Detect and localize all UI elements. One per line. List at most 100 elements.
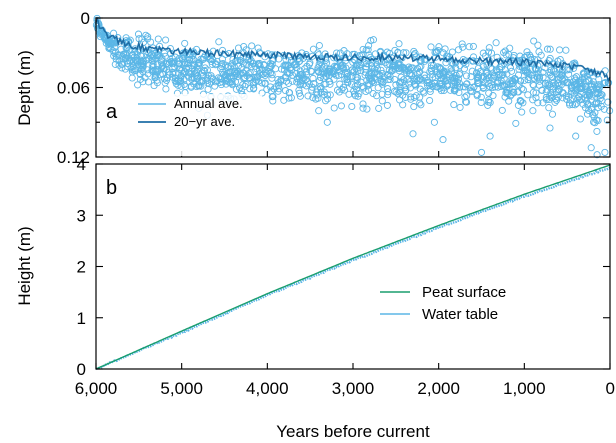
- annual-point: [532, 94, 540, 102]
- annual-point: [248, 42, 256, 50]
- annual-point: [546, 45, 554, 53]
- annual-point: [500, 82, 508, 90]
- annual-point: [178, 54, 186, 62]
- annual-point: [136, 70, 144, 79]
- annual-point: [486, 132, 494, 140]
- annual-point: [504, 90, 512, 98]
- annual-point: [416, 68, 424, 76]
- annual-point: [225, 68, 233, 76]
- annual-point: [144, 78, 153, 86]
- annual-point: [358, 82, 366, 90]
- annual-point: [412, 92, 420, 100]
- annual-point: [148, 67, 156, 75]
- annual-point: [546, 92, 554, 100]
- annual-point: [432, 49, 440, 57]
- annual-point: [501, 47, 509, 55]
- annual-point: [595, 83, 604, 91]
- annual-point: [175, 75, 183, 83]
- annual-point: [558, 75, 566, 83]
- annual-point: [576, 115, 584, 123]
- annual-point: [156, 71, 164, 79]
- annual-point: [330, 104, 338, 112]
- annual-point: [118, 60, 126, 68]
- annual-point: [459, 43, 467, 51]
- annual-point: [357, 78, 365, 86]
- annual-point: [601, 78, 609, 87]
- annual-point: [314, 94, 322, 102]
- annual-point: [593, 127, 601, 135]
- annual-point: [156, 42, 164, 50]
- annual-point: [359, 100, 367, 108]
- annual-point: [578, 84, 586, 92]
- annual-point: [448, 48, 456, 56]
- annual-point: [162, 76, 171, 84]
- annual-point: [395, 40, 403, 48]
- annual-point: [132, 56, 140, 65]
- annual-point: [351, 92, 360, 100]
- annual-point: [580, 70, 588, 78]
- annual-point: [316, 73, 325, 81]
- annual-point: [563, 66, 571, 74]
- annual-point: [475, 79, 483, 88]
- annual-point: [549, 73, 557, 82]
- annual-point: [575, 84, 583, 92]
- annual-point: [600, 79, 608, 88]
- annual-point: [426, 87, 434, 96]
- annual-point: [552, 88, 560, 96]
- annual-point: [503, 88, 511, 97]
- annual-point: [365, 41, 373, 50]
- legend-label-peat-surface: Peat surface: [422, 284, 506, 301]
- y-tick-label: 2: [77, 258, 86, 277]
- annual-point: [399, 91, 407, 99]
- annual-point: [451, 85, 459, 93]
- annual-point: [115, 61, 123, 69]
- annual-point: [556, 46, 564, 54]
- annual-point: [417, 101, 425, 109]
- annual-point: [443, 82, 452, 90]
- annual-point: [397, 73, 405, 81]
- annual-point: [502, 51, 510, 59]
- annual-point: [340, 47, 348, 55]
- annual-point: [189, 48, 197, 56]
- annual-point: [482, 68, 490, 76]
- annual-point: [142, 31, 150, 39]
- annual-point: [363, 105, 371, 113]
- annual-point: [588, 92, 596, 100]
- annual-point: [193, 72, 201, 80]
- annual-point: [420, 71, 428, 79]
- annual-point: [163, 60, 171, 68]
- annual-point: [406, 69, 414, 77]
- annual-point: [375, 104, 383, 112]
- annual-point: [427, 43, 435, 51]
- annual-point: [512, 119, 520, 127]
- annual-point: [593, 151, 601, 159]
- annual-point: [423, 79, 431, 87]
- annual-point: [189, 65, 197, 73]
- annual-point: [466, 84, 474, 92]
- annual-point: [262, 70, 270, 78]
- annual-point: [260, 70, 268, 78]
- annual-point: [183, 60, 192, 68]
- annual-point: [587, 144, 595, 152]
- annual-point: [591, 109, 599, 117]
- annual-point: [236, 69, 244, 77]
- annual-point: [323, 118, 331, 126]
- annual-point: [534, 66, 542, 74]
- legend-label-water-table: Water table: [422, 306, 498, 323]
- annual-point: [338, 85, 346, 93]
- annual-point: [477, 98, 485, 107]
- annual-point: [348, 66, 356, 74]
- annual-point: [168, 73, 176, 81]
- annual-point: [245, 56, 253, 64]
- annual-point: [548, 110, 557, 118]
- annual-point: [301, 65, 309, 73]
- annual-point: [245, 74, 254, 82]
- annual-point: [488, 84, 497, 92]
- annual-point: [305, 80, 313, 88]
- annual-point: [451, 82, 459, 90]
- x-tick-label: 1,000: [503, 379, 546, 398]
- annual-point: [559, 89, 567, 97]
- x-tick-label: 0: [606, 379, 615, 398]
- annual-point: [530, 37, 538, 45]
